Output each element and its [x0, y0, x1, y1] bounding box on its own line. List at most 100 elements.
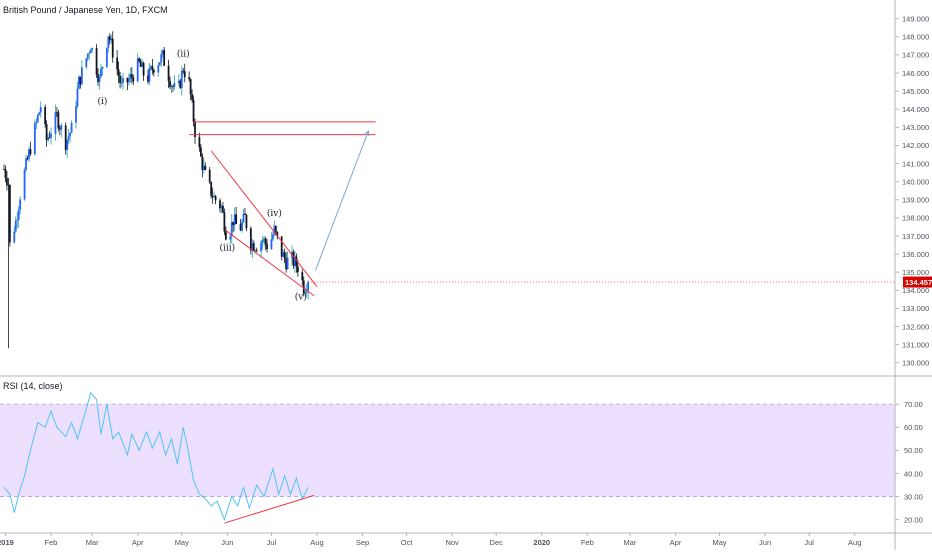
candle: [19, 195, 22, 215]
candle-body: [67, 136, 70, 140]
price-tick-label: 147.000: [902, 51, 929, 60]
candle-body: [86, 53, 89, 59]
candle: [132, 74, 135, 86]
candle: [260, 239, 263, 259]
candle: [17, 205, 20, 228]
projection-arrow-line[interactable]: [315, 130, 369, 271]
candle: [264, 236, 267, 251]
time-tick-label: Aug: [848, 538, 861, 547]
candle: [292, 249, 295, 269]
candle: [28, 146, 30, 163]
candle-body: [50, 133, 52, 138]
candle: [229, 233, 232, 244]
candle: [271, 231, 274, 242]
symbol-title: British Pound / Japanese Yen, 1D, FXCM: [3, 5, 168, 15]
candle: [101, 66, 104, 77]
candle-body: [276, 231, 279, 237]
rsi-layer: [3, 391, 315, 524]
rsi-tick-label: 50.00: [904, 446, 923, 455]
rsi-band-layer: [0, 403, 895, 497]
candle-body: [139, 61, 142, 67]
candle-body: [157, 65, 160, 73]
candle-body: [307, 282, 310, 292]
candle: [16, 212, 19, 229]
candle: [148, 62, 151, 85]
candle-body: [270, 239, 273, 250]
candle: [158, 62, 161, 66]
candle-body: [214, 196, 217, 201]
candle: [107, 36, 110, 53]
candle-body: [26, 158, 29, 160]
candle-body: [151, 66, 154, 71]
candle: [188, 71, 191, 82]
candle: [163, 47, 166, 67]
candle-body: [179, 80, 182, 88]
candle-body: [266, 243, 268, 250]
price-tick-label: 130.000: [902, 359, 929, 368]
rsi-tick-label: 40.00: [904, 469, 923, 478]
candle: [223, 208, 226, 236]
candle-body: [127, 78, 130, 83]
candle-body: [141, 62, 144, 67]
candle: [76, 81, 79, 109]
candle-body: [39, 107, 42, 113]
candle-body: [163, 50, 166, 66]
candle-body: [160, 54, 163, 63]
candle-body: [233, 214, 236, 226]
candle-body: [116, 57, 119, 70]
price-tick-label: 143.000: [902, 123, 929, 132]
candle-body: [245, 214, 248, 229]
candle-body: [211, 195, 214, 198]
candle: [45, 120, 48, 147]
candle: [194, 118, 196, 144]
candle: [58, 125, 61, 136]
wedge-channel-line[interactable]: [210, 150, 318, 288]
candle: [283, 248, 286, 264]
candle-body: [305, 291, 308, 293]
candle-body: [85, 58, 88, 68]
time-tick-label: May: [175, 538, 189, 547]
candle-body: [232, 221, 235, 226]
candle: [224, 226, 227, 241]
candle: [80, 60, 83, 86]
candle-body: [13, 231, 16, 243]
candle-body: [150, 66, 152, 68]
candle: [270, 232, 273, 250]
candle-body: [76, 88, 79, 107]
price-pane[interactable]: [0, 0, 895, 375]
price-tick-label: 136.000: [902, 250, 929, 259]
price-axis[interactable]: 130.000 131.000 132.000 133.000 134.000 135.0…: [895, 14, 929, 368]
candle-body: [260, 242, 263, 252]
candle: [79, 76, 82, 89]
candle: [119, 72, 121, 89]
candle-body: [204, 165, 207, 170]
wedge-channel-line[interactable]: [225, 230, 315, 297]
candle-body: [66, 139, 69, 150]
candle: [189, 78, 192, 101]
candle-body: [294, 256, 296, 266]
candle-body: [255, 250, 258, 252]
candle-body: [47, 137, 49, 141]
candle: [138, 57, 141, 63]
candle: [39, 101, 42, 118]
candle-body: [263, 238, 265, 241]
candle: [78, 75, 80, 90]
wave-label: (iv): [267, 208, 282, 219]
candle: [273, 220, 276, 237]
time-axis[interactable]: 2019 Feb Mar Apr May Jun Jul Aug Sep Oct Nov Dec 202…: [0, 533, 861, 547]
candle: [75, 100, 77, 129]
rsi-divergence-trendline[interactable]: [224, 494, 315, 524]
candle: [211, 187, 214, 204]
rsi-axis[interactable]: 20.00 30.00 40.00 50.00 60.00 70.00: [895, 400, 923, 524]
price-tick-label: 141.000: [902, 159, 929, 168]
candle-body: [148, 67, 151, 82]
candle-body: [54, 112, 57, 134]
time-tick-label: Nov: [445, 538, 459, 547]
wave-label: (ii): [177, 49, 190, 60]
time-tick-label: Sep: [356, 538, 369, 547]
candle-body: [147, 75, 149, 82]
candle: [160, 50, 163, 67]
time-tick-label: Aug: [310, 538, 323, 547]
candle-body: [280, 236, 283, 257]
